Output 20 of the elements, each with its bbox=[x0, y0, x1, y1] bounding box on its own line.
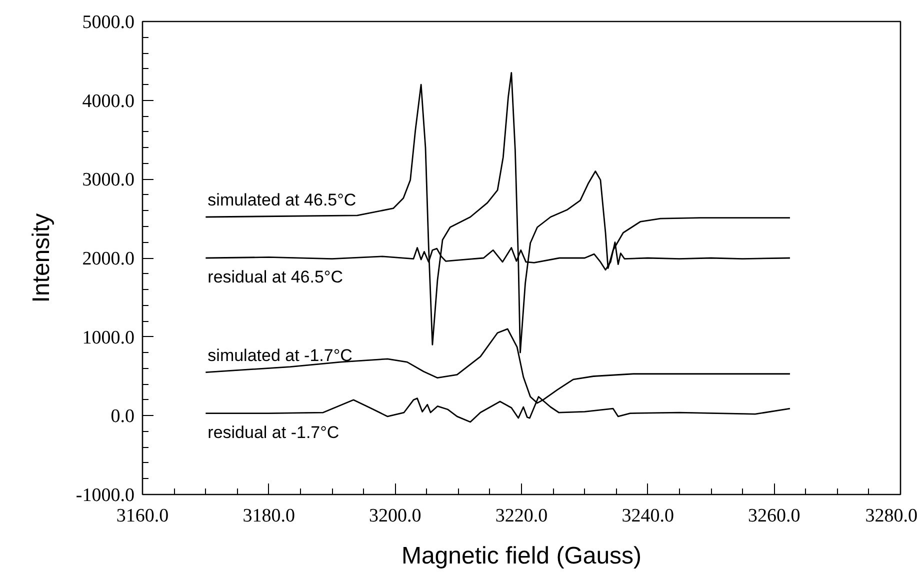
y-tick-label: 0.0 bbox=[110, 406, 134, 428]
y-tick-label: 4000.0 bbox=[82, 90, 134, 112]
annotation: residual at 46.5°C bbox=[208, 268, 343, 286]
y-tick-label: 1000.0 bbox=[82, 327, 134, 348]
y-tick-label: 2000.0 bbox=[82, 248, 134, 270]
x-tick-label: 3260.0 bbox=[748, 506, 800, 526]
y-axis-title: Intensity bbox=[28, 213, 55, 303]
x-tick-label: 3160.0 bbox=[116, 506, 169, 526]
x-tick-label: 3240.0 bbox=[622, 506, 674, 526]
x-axis-title: Magnetic field (Gauss) bbox=[401, 542, 642, 570]
x-tick-label: 3200.0 bbox=[369, 506, 422, 526]
x-tick-label: 3280.0 bbox=[865, 506, 917, 526]
y-tick-label: -1000.0 bbox=[76, 485, 134, 506]
y-tick-label: 3000.0 bbox=[82, 170, 134, 191]
x-tick-label: 3180.0 bbox=[242, 506, 295, 526]
annotation: simulated at -1.7°C bbox=[208, 346, 352, 365]
annotation: residual at -1.7°C bbox=[208, 422, 340, 442]
x-tick-label: 3220.0 bbox=[495, 506, 548, 526]
annotation: simulated at 46.5°C bbox=[208, 190, 356, 210]
y-tick-label: 5000.0 bbox=[82, 12, 134, 33]
